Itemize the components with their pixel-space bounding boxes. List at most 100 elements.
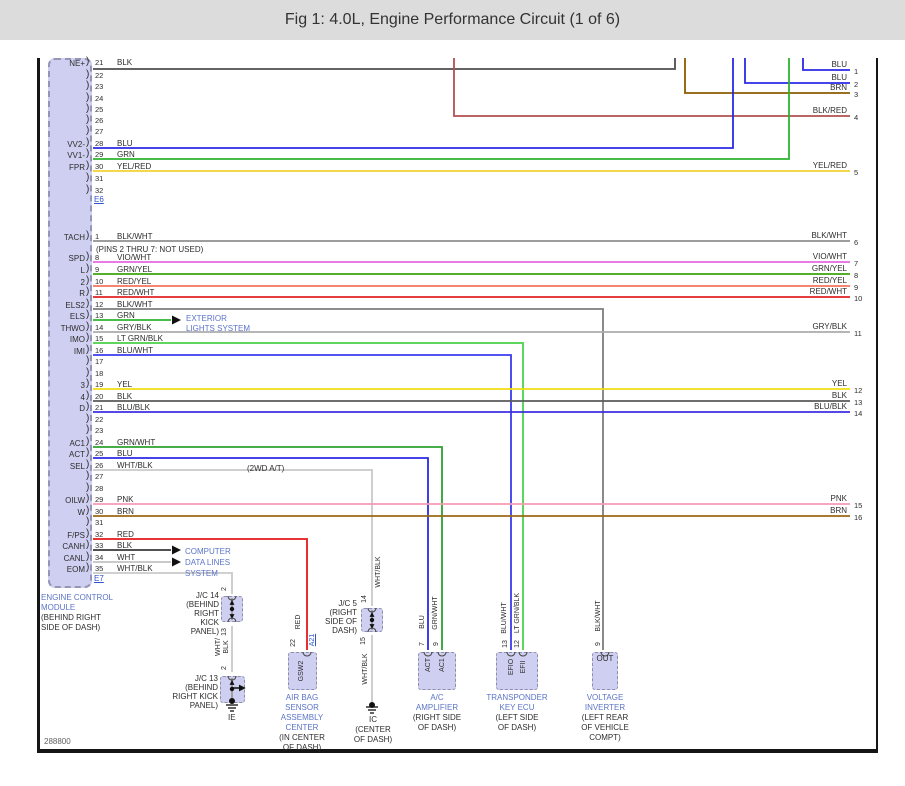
ecm-e6-pin-21-socket: ) bbox=[86, 56, 90, 67]
ground-ic-label: IC bbox=[369, 715, 377, 724]
transponder-pin-13: 13 bbox=[502, 640, 509, 648]
pin-socket-arc bbox=[227, 675, 237, 681]
ecm-e6-pin-30-socket: ) bbox=[86, 160, 90, 171]
exit-number-15: 15 bbox=[854, 501, 863, 510]
wire-label-whtblk: WHT/ bbox=[215, 638, 222, 656]
ecm-terminal-imi: IMI bbox=[73, 347, 85, 356]
jc14-pin-2: 2 bbox=[221, 587, 228, 591]
wire-color-e7-pin-26: WHT/BLK bbox=[117, 461, 153, 470]
ecm-e7-pin-27: 27 bbox=[95, 472, 104, 481]
ecm-terminal-ne: NE+ bbox=[69, 59, 85, 68]
transmission-note: (2WD A/T) bbox=[247, 464, 285, 473]
ac-terminal-act: ACT bbox=[425, 658, 432, 672]
ecm-e6-pin-21: 21 bbox=[95, 58, 104, 67]
ecm-e6-pin-30: 30 bbox=[95, 162, 104, 171]
exit-wire-color-6: BLK/WHT bbox=[811, 231, 847, 240]
pin-socket-arc bbox=[423, 651, 433, 657]
jc14-location: KICK bbox=[200, 618, 219, 627]
ecm-e7-pin-15: 15 bbox=[95, 334, 104, 343]
exit-wire-color-5: YEL/RED bbox=[812, 161, 847, 170]
ecm-e7-pin-25: 25 bbox=[95, 449, 104, 458]
wire-label-blkwht: BLK/WHT bbox=[595, 600, 602, 632]
exit-wire-color-12: YEL bbox=[831, 379, 847, 388]
ecm-e7-pin-24-socket: ) bbox=[86, 436, 90, 447]
pin-socket-arc bbox=[437, 651, 447, 657]
ecm-e7-pin-32: 32 bbox=[95, 530, 104, 539]
connector-id-e6[interactable]: E6 bbox=[94, 195, 104, 204]
wire-exit2-blu bbox=[744, 58, 850, 84]
ecm-e7-pin-21-socket: ) bbox=[86, 401, 90, 412]
ecm-terminal-r: R bbox=[79, 289, 85, 298]
ecm-e7-pin-19: 19 bbox=[95, 380, 104, 389]
jc14-pin-13: 13 bbox=[221, 628, 228, 636]
connector-id-e7[interactable]: E7 bbox=[94, 574, 104, 583]
ecm-terminal-canh: CANH bbox=[62, 542, 85, 551]
pin-socket-arc bbox=[367, 627, 377, 633]
ecm-terminal-ac1: AC1 bbox=[69, 439, 85, 448]
ground-ie-label: IE bbox=[228, 713, 236, 722]
ecm-e6-pin-29: 29 bbox=[95, 150, 104, 159]
ecm-e6-pin-23-socket: ) bbox=[86, 80, 90, 91]
jc14-location: RIGHT bbox=[194, 609, 219, 618]
exit-wire-color-2: BLU bbox=[831, 73, 847, 82]
ecm-e7-pin-17: 17 bbox=[95, 357, 104, 366]
transponder-terminal-efio: EFIO bbox=[508, 658, 515, 676]
exit-wire-color-3: BRN bbox=[830, 83, 847, 92]
exit-wire-color-9: RED/YEL bbox=[812, 276, 847, 285]
ecm-terminal-vv1: VV1- bbox=[67, 151, 85, 160]
diagram-border-bottom bbox=[37, 749, 878, 753]
exit-wire-color-1: BLU bbox=[831, 60, 847, 69]
transponder-terminal-efii: EFII bbox=[520, 660, 527, 674]
ecm-e7-pin-27-socket: ) bbox=[86, 470, 90, 481]
jc14-location: (BEHIND bbox=[186, 600, 219, 609]
wire-color-e7-pin-34: WHT bbox=[117, 553, 136, 562]
connector-id-a21[interactable]: A21 bbox=[309, 633, 316, 647]
ecm-e6-pin-29-socket: ) bbox=[86, 148, 90, 159]
ecm-e6-pin-22: 22 bbox=[95, 71, 104, 80]
exit-number-16: 16 bbox=[854, 513, 863, 522]
ecm-e6-pin-26: 26 bbox=[95, 116, 104, 125]
ecm-terminal-fps: F/PS bbox=[67, 531, 85, 540]
voltage-inverter-location: (LEFT REAR bbox=[581, 713, 629, 722]
wire-color-e7-pin-30: BRN bbox=[117, 507, 134, 516]
ground-ic-location: OF DASH) bbox=[353, 735, 393, 744]
wire-label-red: RED bbox=[295, 614, 302, 630]
exit-number-7: 7 bbox=[854, 259, 859, 268]
airbag-location: (IN CENTER bbox=[279, 733, 325, 742]
ecm-e6-pin-32-socket: ) bbox=[86, 184, 90, 195]
exit-number-2: 2 bbox=[854, 80, 859, 89]
ecm-e7-pin-21: 21 bbox=[95, 403, 104, 412]
pin-socket-arc bbox=[518, 651, 528, 657]
ecm-e7-pin-23: 23 bbox=[95, 426, 104, 435]
pin-socket-arc bbox=[227, 617, 237, 623]
inverter-terminal-out: OUT bbox=[596, 654, 614, 663]
airbag-label: ASSEMBLY bbox=[280, 713, 324, 722]
transponder-label: TRANSPONDER bbox=[486, 693, 548, 702]
diagram-border-left bbox=[37, 58, 40, 753]
wire-color-e7-pin-13: GRN bbox=[117, 311, 135, 320]
title-bar: Fig 1: 4.0L, Engine Performance Circuit … bbox=[0, 0, 905, 40]
jc13-label: J/C 13 bbox=[194, 674, 218, 683]
ecm-e6-pin-27: 27 bbox=[95, 127, 104, 136]
arrow-icon bbox=[229, 600, 235, 605]
ecm-e7-pin-9-socket: ) bbox=[86, 263, 90, 274]
exit-number-10: 10 bbox=[854, 294, 863, 303]
wire-color-e7-pin-25: BLU bbox=[117, 449, 133, 458]
wire-p32-red bbox=[93, 538, 308, 650]
ecm-e6-pin-25: 25 bbox=[95, 105, 104, 114]
pin-socket-arc bbox=[367, 607, 377, 613]
wire-color-e6-pin-28: BLU bbox=[117, 139, 133, 148]
ecm-e7-pin-1-socket: ) bbox=[86, 230, 90, 241]
jc5-pin-15: 15 bbox=[360, 637, 367, 645]
ecm-e7-pin-24: 24 bbox=[95, 438, 104, 447]
transponder-pin-12: 12 bbox=[514, 640, 521, 648]
ac-amplifier-location: (RIGHT SIDE bbox=[412, 713, 462, 722]
wire-label-blu: BLU bbox=[419, 615, 426, 629]
transponder-location: (LEFT SIDE bbox=[495, 713, 539, 722]
ecm-e7-pin-26: 26 bbox=[95, 461, 104, 470]
ecm-e7-pin-13: 13 bbox=[95, 311, 104, 320]
ecm-e6-pin-22-socket: ) bbox=[86, 69, 90, 80]
wire-color-e7-pin-21: BLU/BLK bbox=[117, 403, 150, 412]
wire-ne-blk bbox=[93, 58, 676, 70]
